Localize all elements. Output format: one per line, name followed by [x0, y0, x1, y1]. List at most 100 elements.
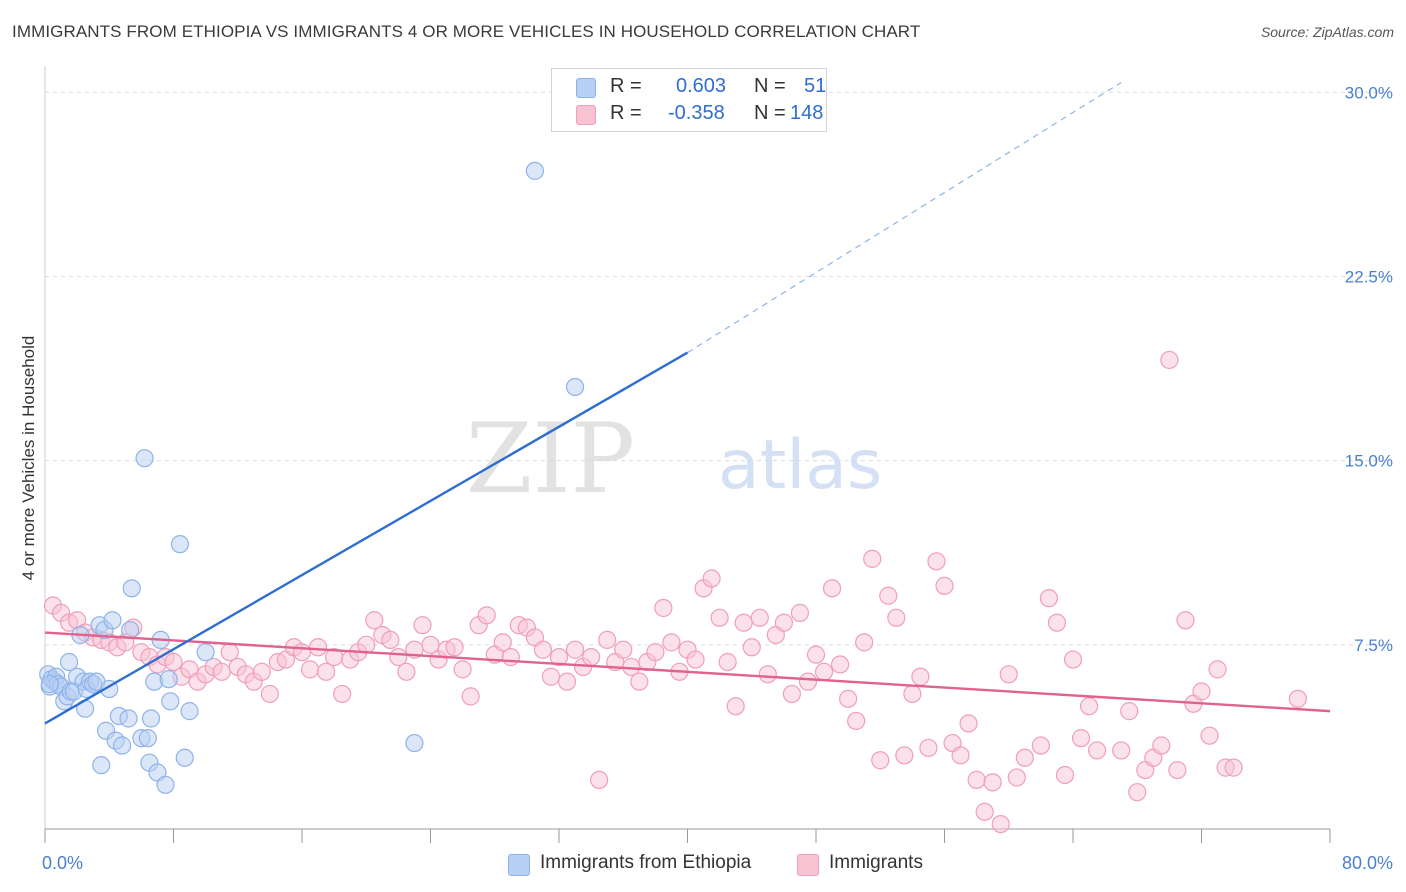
immigrants-point	[533, 640, 553, 659]
immigrants-point	[814, 662, 834, 681]
immigrants-point	[734, 613, 753, 632]
immigrants-point	[726, 697, 745, 716]
immigrants-point	[855, 633, 874, 652]
ethiopia-point	[59, 652, 79, 672]
ethiopia-point	[565, 377, 585, 397]
x-tick-label: 0.0%	[42, 853, 83, 873]
immigrants-point	[991, 814, 1010, 834]
immigrants-point	[1055, 765, 1075, 785]
immigrants-point	[686, 650, 705, 669]
source-label: Source: ZipAtlas.com	[1260, 24, 1394, 40]
legend-r-label: R =	[610, 75, 642, 97]
immigrants-point	[1079, 697, 1099, 716]
ethiopia-point	[161, 692, 180, 711]
immigrants-trend-line	[44, 631, 1331, 713]
immigrants-point	[847, 711, 866, 731]
ethiopia-point	[405, 733, 424, 753]
ethiopia-point	[112, 736, 132, 755]
immigrants-point	[1152, 736, 1171, 755]
immigrants-point	[1047, 613, 1067, 632]
ethiopia-point	[156, 775, 175, 794]
immigrants-point	[565, 640, 585, 659]
immigrants-point	[999, 665, 1018, 684]
ethiopia-trend-line	[44, 351, 689, 725]
immigrants-point	[501, 647, 520, 667]
series-legend-label: Immigrants	[829, 852, 923, 873]
legend-r-value: -0.358	[668, 102, 725, 124]
immigrants-point	[702, 569, 721, 588]
ethiopia-point	[121, 620, 140, 640]
immigrants-point	[260, 684, 279, 704]
immigrants-point	[381, 630, 400, 650]
chart-title: IMMIGRANTS FROM ETHIOPIA VS IMMIGRANTS 4…	[12, 22, 921, 41]
immigrants-point	[1160, 350, 1179, 370]
immigrants-point	[1015, 748, 1034, 767]
y-axis-label: 4 or more Vehicles in Household	[19, 336, 38, 581]
tick-labels: 7.5% 15.0% 22.5% 30.0% 0.0% 80.0%	[42, 83, 1393, 873]
immigrants-point	[1200, 726, 1219, 745]
ethiopia-point	[159, 670, 178, 689]
immigrants-point	[212, 662, 231, 681]
ethiopia-point	[119, 709, 138, 728]
immigrants-point	[1224, 758, 1243, 777]
immigrants-point	[1208, 660, 1227, 679]
legend-n-label: N =	[754, 75, 786, 97]
immigrants-point	[951, 746, 970, 765]
ethiopia-points	[39, 161, 585, 794]
y-tick-label: 7.5%	[1354, 636, 1393, 655]
y-tick-label: 15.0%	[1345, 452, 1393, 471]
series-legend-label: Immigrants from Ethiopia	[540, 852, 752, 873]
axes	[44, 66, 1331, 843]
immigrants-point	[646, 643, 665, 662]
immigrants-point	[252, 662, 271, 681]
immigrants-point	[1168, 760, 1187, 780]
immigrants-point	[822, 579, 842, 598]
immigrants-point	[742, 638, 761, 657]
immigrants-point	[975, 802, 994, 821]
immigrants-point	[590, 770, 609, 789]
series-swatch-ethiopia	[508, 854, 530, 876]
immigrants-point	[541, 667, 561, 686]
immigrants-point	[967, 770, 986, 789]
immigrants-point	[598, 630, 617, 650]
immigrants-point	[927, 552, 946, 571]
trend-lines	[44, 81, 1331, 725]
immigrants-point	[718, 652, 737, 672]
immigrants-point	[1007, 768, 1026, 787]
ethiopia-point	[103, 611, 122, 630]
immigrants-point	[662, 633, 681, 652]
immigrants-points	[43, 350, 1307, 834]
immigrants-point	[790, 603, 810, 622]
immigrants-point	[798, 672, 818, 691]
immigrants-point	[959, 714, 978, 733]
legend-n-value: 51	[804, 75, 827, 97]
immigrants-point	[806, 645, 826, 664]
immigrants-point	[549, 647, 569, 667]
immigrants-point	[871, 751, 890, 770]
immigrants-point	[630, 672, 649, 691]
immigrants-point	[164, 652, 183, 672]
grid	[45, 91, 1390, 646]
immigrants-point	[453, 660, 472, 679]
immigrants-point	[582, 647, 601, 667]
correlation-legend: R = 0.603 N = 51 R = -0.358 N = 148	[551, 68, 827, 132]
immigrants-point	[1120, 702, 1139, 721]
immigrants-point	[774, 613, 793, 632]
legend-n-label: N =	[754, 102, 786, 124]
immigrants-point	[710, 608, 729, 627]
immigrants-point	[839, 689, 858, 708]
watermark-zip: ZIP	[466, 403, 635, 515]
immigrants-point	[493, 633, 512, 652]
legend-r-value: 0.603	[676, 75, 727, 97]
immigrants-point	[397, 662, 416, 681]
ethiopia-trend-extension	[687, 81, 1122, 354]
watermark: ZIP atlas	[466, 403, 883, 515]
ethiopia-point	[525, 161, 545, 180]
y-tick-label: 22.5%	[1345, 267, 1393, 286]
immigrants-point	[887, 608, 906, 627]
immigrants-point	[1192, 682, 1211, 701]
immigrants-point	[983, 773, 1002, 792]
ethiopia-point	[141, 709, 161, 728]
series-swatch-immigrants	[797, 854, 819, 876]
